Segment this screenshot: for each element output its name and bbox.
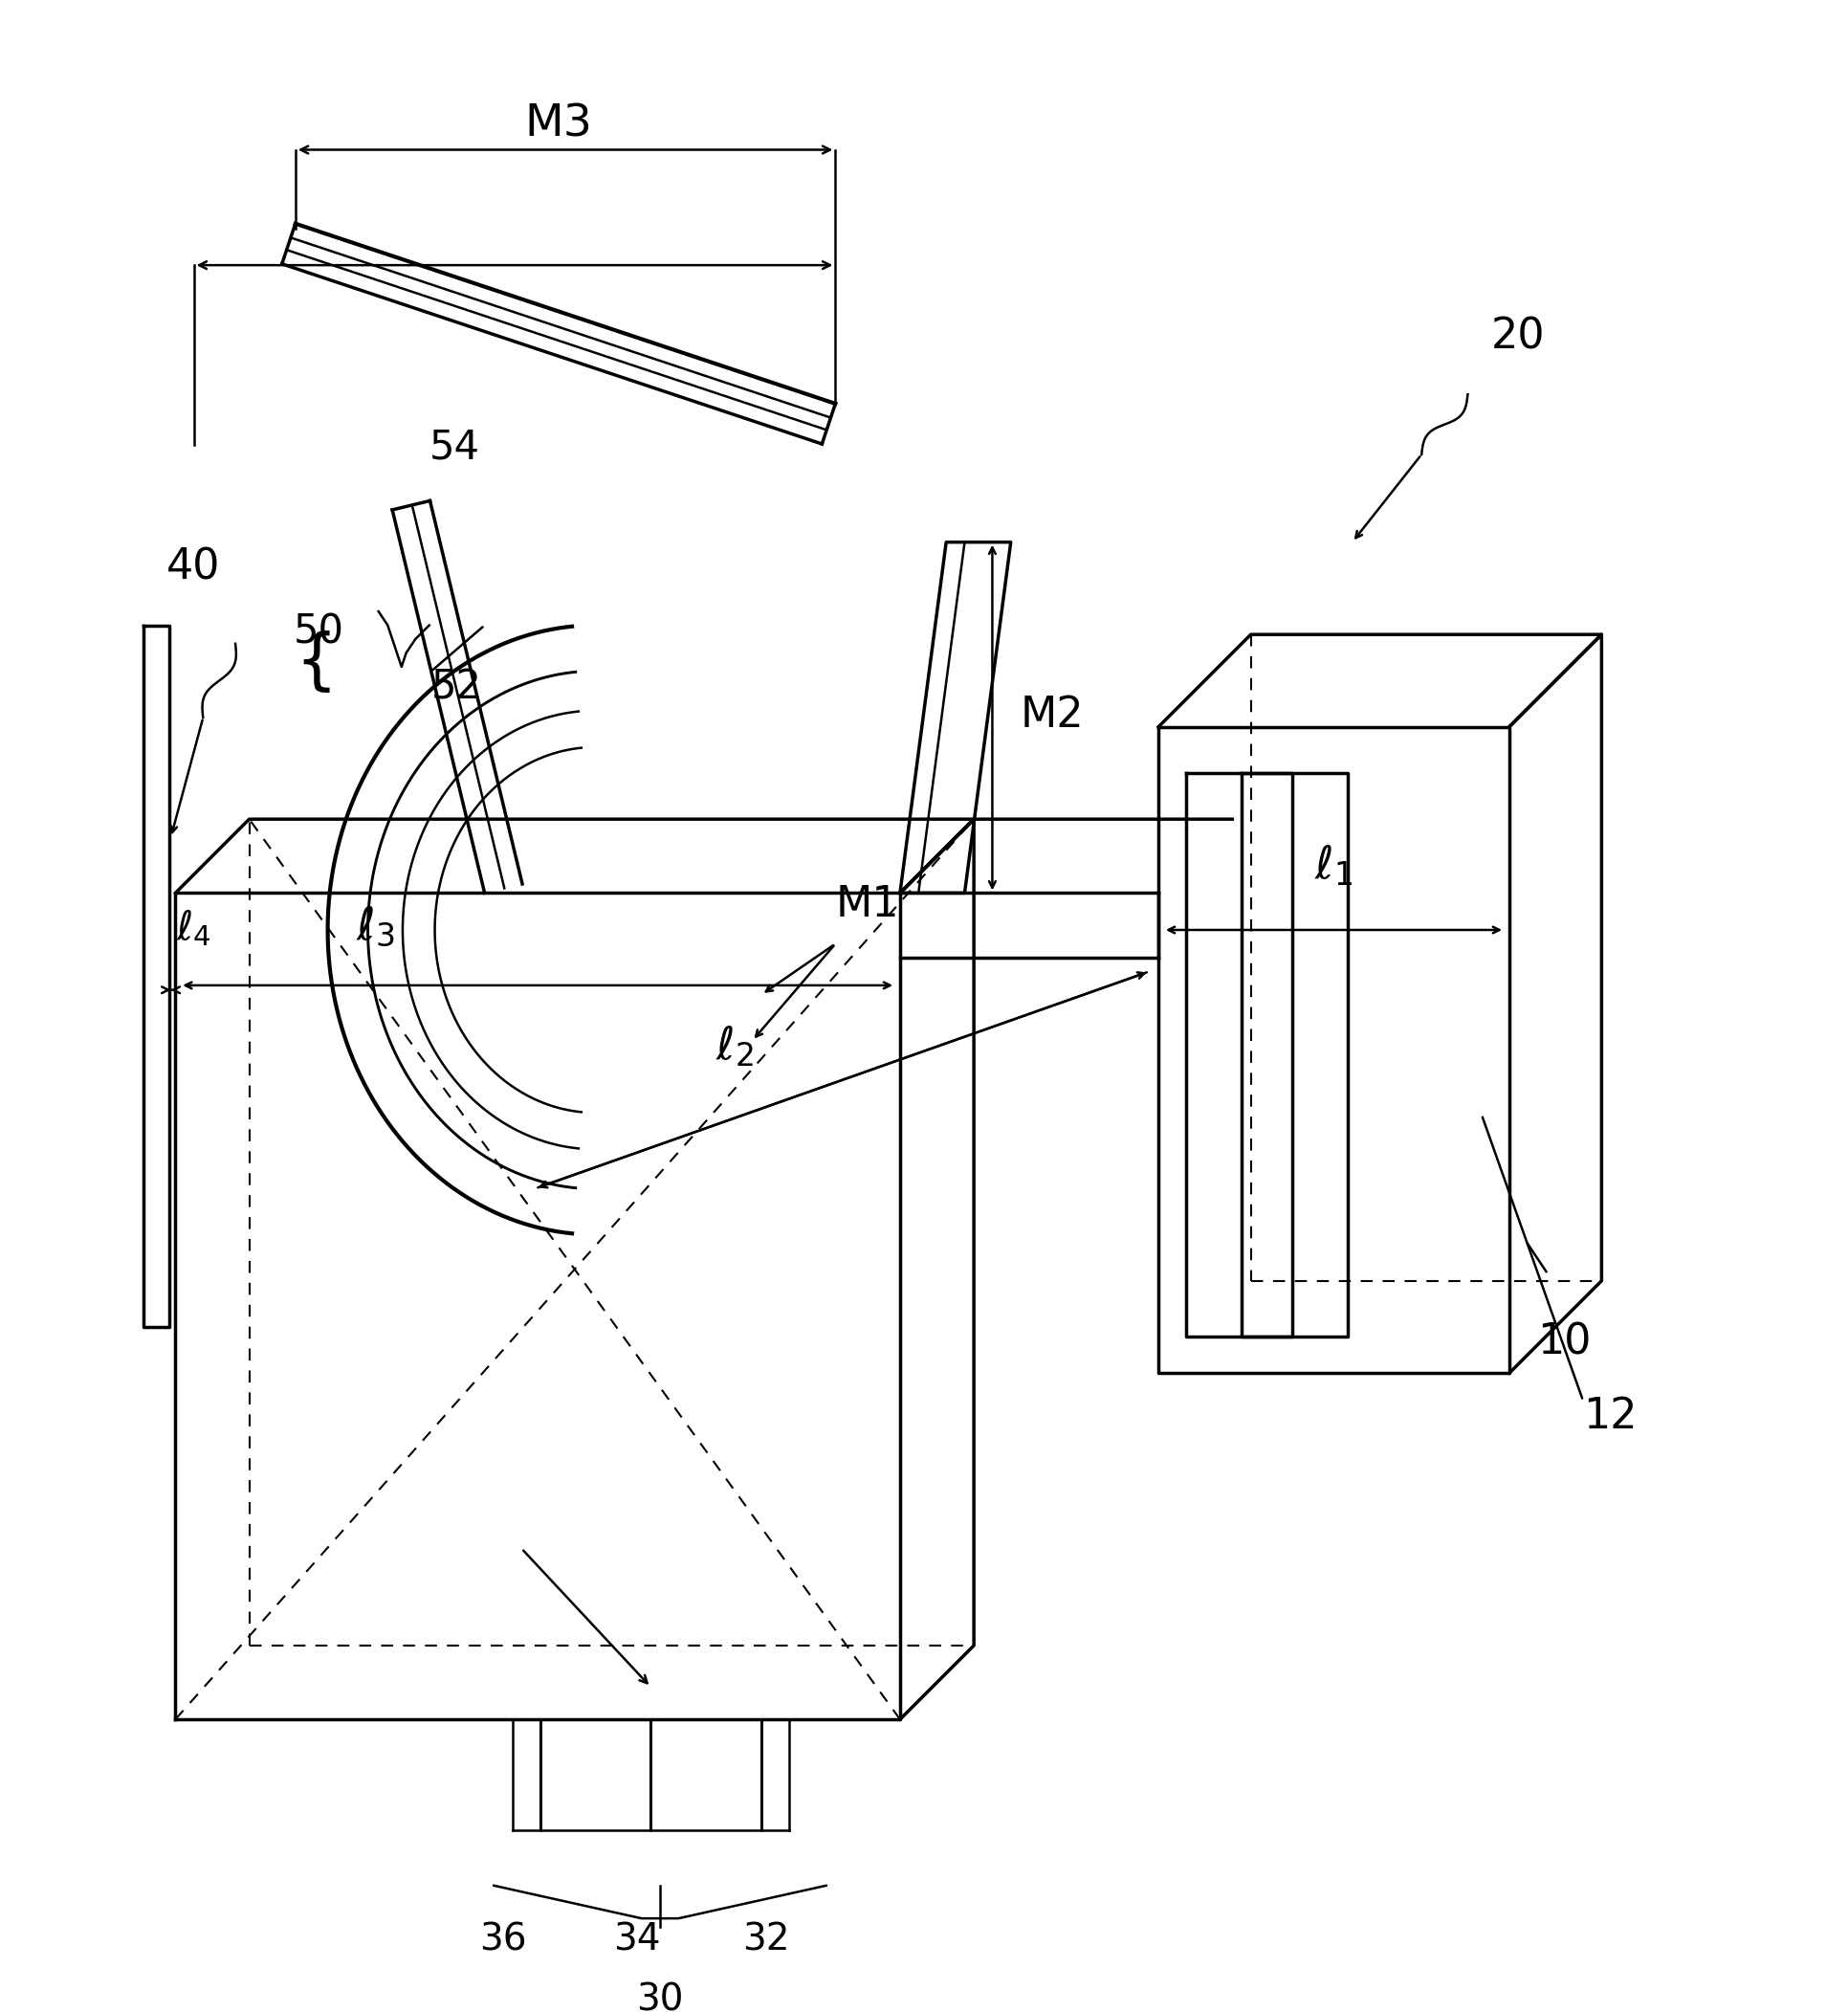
Text: 36: 36 xyxy=(479,1921,527,1958)
Text: $\ell_1$: $\ell_1$ xyxy=(1314,845,1353,889)
Text: {: { xyxy=(294,630,336,694)
Text: 50: 50 xyxy=(294,612,344,652)
Text: $\ell_3$: $\ell_3$ xyxy=(355,905,394,950)
Text: M1: M1 xyxy=(835,883,898,926)
Text: M2: M2 xyxy=(1020,694,1083,736)
Text: 34: 34 xyxy=(614,1921,660,1958)
Text: 10: 10 xyxy=(1536,1322,1589,1364)
Text: 32: 32 xyxy=(743,1921,789,1958)
Text: $\ell_2$: $\ell_2$ xyxy=(715,1024,754,1068)
Text: 12: 12 xyxy=(1582,1396,1637,1437)
Text: 20: 20 xyxy=(1489,316,1545,356)
Text: 40: 40 xyxy=(166,547,220,588)
Text: 52: 52 xyxy=(431,668,482,708)
Text: M3: M3 xyxy=(525,103,591,145)
Text: 54: 54 xyxy=(429,427,480,467)
Text: $\ell_4$: $\ell_4$ xyxy=(176,907,211,948)
Text: 30: 30 xyxy=(636,1982,684,2012)
